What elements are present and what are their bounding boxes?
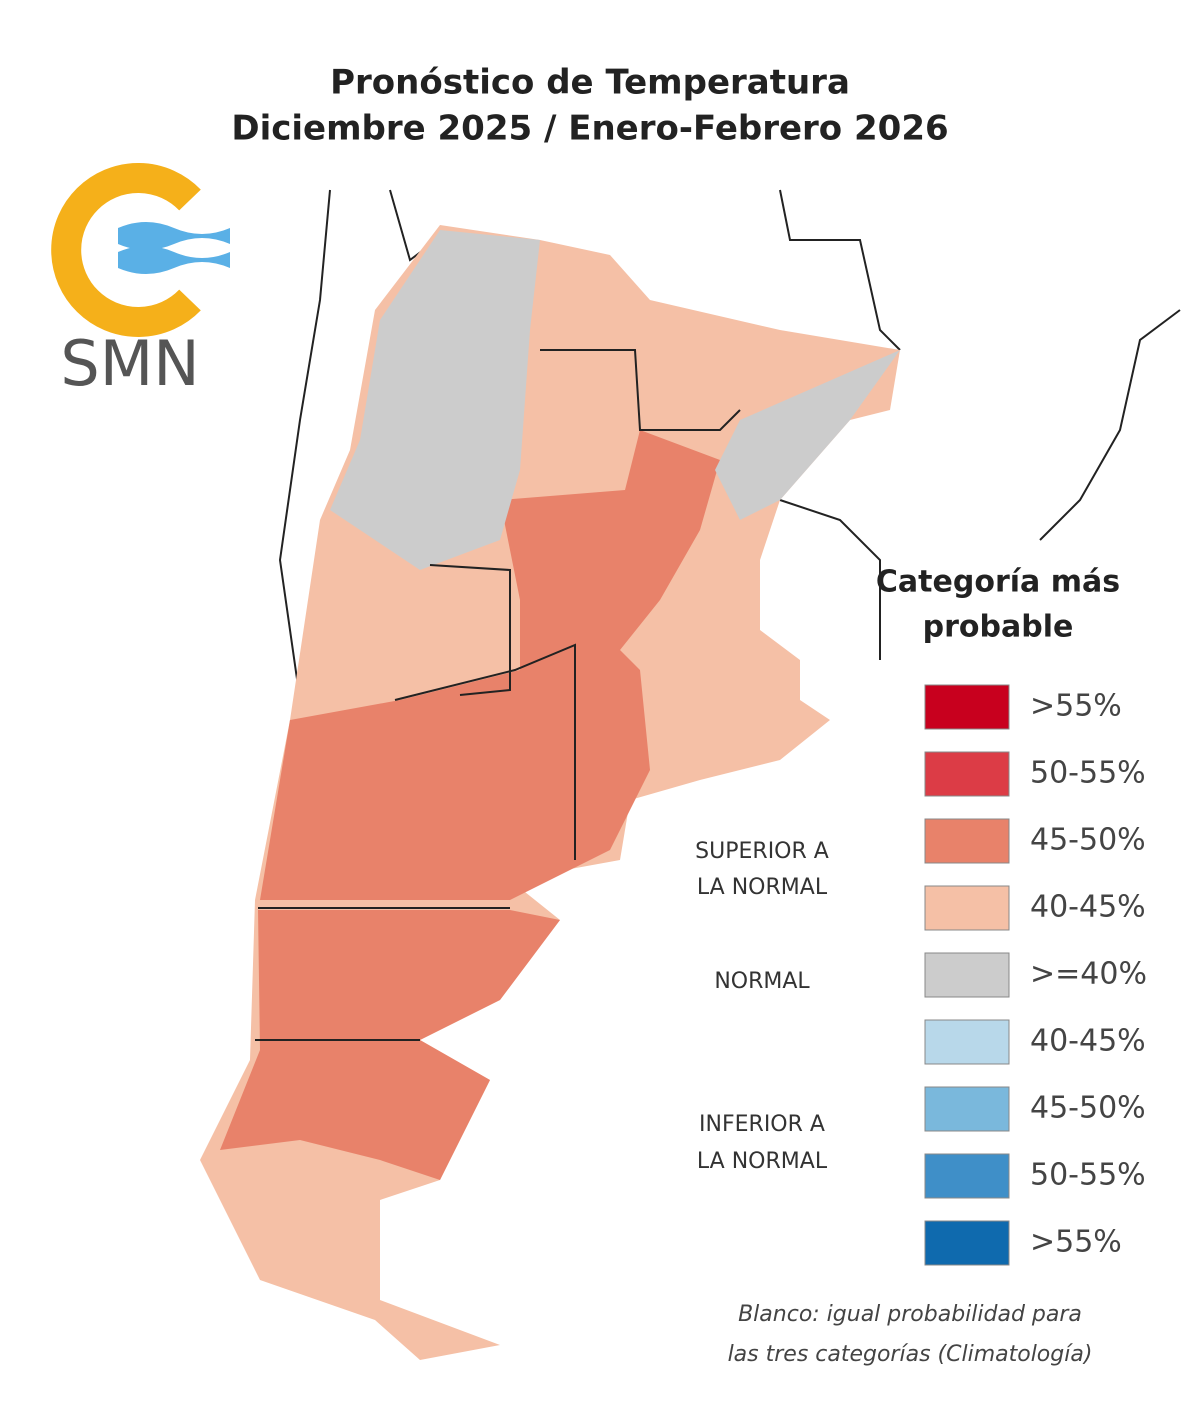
legend-swatch bbox=[924, 1153, 1010, 1199]
province-border bbox=[540, 349, 741, 431]
legend-label: 40-45% bbox=[1030, 890, 1146, 925]
legend-swatch bbox=[924, 1220, 1010, 1266]
legend-swatch bbox=[924, 1019, 1010, 1065]
title-line: Diciembre 2025 / Enero-Febrero 2026 bbox=[231, 109, 948, 149]
region bbox=[220, 910, 560, 1180]
legend-label: 50-55% bbox=[1030, 1158, 1146, 1193]
country-border bbox=[779, 189, 901, 351]
legend-label: 40-45% bbox=[1030, 1024, 1146, 1059]
note: las tres categorías (Climatología) bbox=[728, 1342, 1093, 1367]
logo-arc bbox=[51, 163, 201, 337]
province-border bbox=[429, 564, 511, 696]
group-label: LA NORMAL bbox=[697, 875, 828, 900]
region bbox=[330, 230, 540, 570]
legend-label: 45-50% bbox=[1030, 1091, 1146, 1126]
legend-label: >55% bbox=[1030, 1225, 1122, 1260]
legend-label: >55% bbox=[1030, 689, 1122, 724]
legend-swatch bbox=[924, 818, 1010, 864]
legend-title: Categoría más bbox=[876, 565, 1120, 600]
note: Blanco: igual probabilidad para bbox=[738, 1302, 1082, 1327]
logo-wave bbox=[118, 222, 230, 250]
title-line: Pronóstico de Temperatura bbox=[330, 63, 850, 103]
country-border bbox=[779, 499, 881, 660]
region bbox=[260, 430, 720, 900]
logo-text: SMN bbox=[60, 327, 199, 400]
map bbox=[200, 189, 1181, 1360]
logo-wave bbox=[118, 246, 230, 274]
legend-swatch bbox=[924, 751, 1010, 797]
legend-label: 45-50% bbox=[1030, 823, 1146, 858]
legend-title: probable bbox=[923, 610, 1074, 645]
group-label: LA NORMAL bbox=[697, 1149, 828, 1174]
legend: >55% 50-55% 45-50% 40-45% >=40% 40-45% 45-50% 5… bbox=[924, 684, 1147, 1266]
logo: SMN bbox=[51, 163, 230, 400]
legend-swatch bbox=[924, 952, 1010, 998]
legend-swatch bbox=[924, 684, 1010, 730]
legend-label: 50-55% bbox=[1030, 756, 1146, 791]
region bbox=[715, 350, 900, 520]
group-label: SUPERIOR A bbox=[695, 839, 829, 864]
group-label: INFERIOR A bbox=[699, 1112, 825, 1137]
coast-line bbox=[1039, 309, 1181, 541]
legend-swatch bbox=[924, 1086, 1010, 1132]
group-label: NORMAL bbox=[714, 969, 810, 994]
legend-swatch bbox=[924, 885, 1010, 931]
province-border bbox=[394, 643, 576, 860]
legend-label: >=40% bbox=[1030, 957, 1147, 992]
